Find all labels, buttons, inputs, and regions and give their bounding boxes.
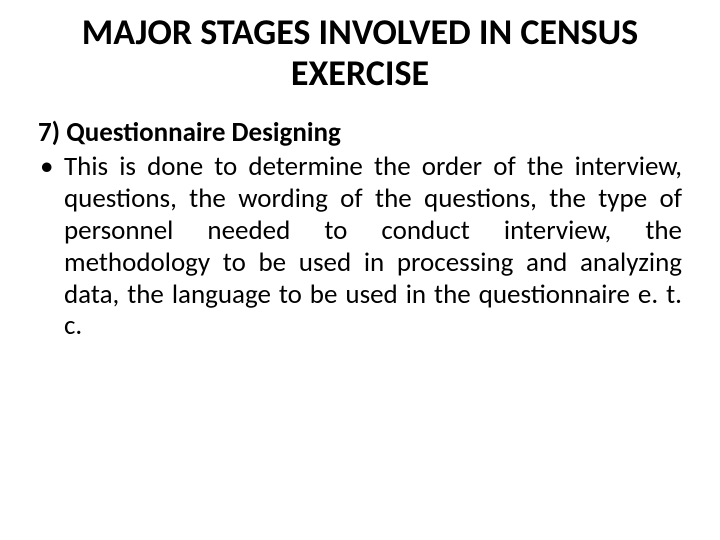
bullet-item: This is done to determine the order of t… [38,151,682,342]
slide: MAJOR STAGES INVOLVED IN CENSUS EXERCISE… [0,0,720,540]
bullet-list: This is done to determine the order of t… [38,151,682,342]
slide-title: MAJOR STAGES INVOLVED IN CENSUS EXERCISE [38,12,682,95]
section-subheading: 7) Questionnaire Designing [38,117,682,149]
